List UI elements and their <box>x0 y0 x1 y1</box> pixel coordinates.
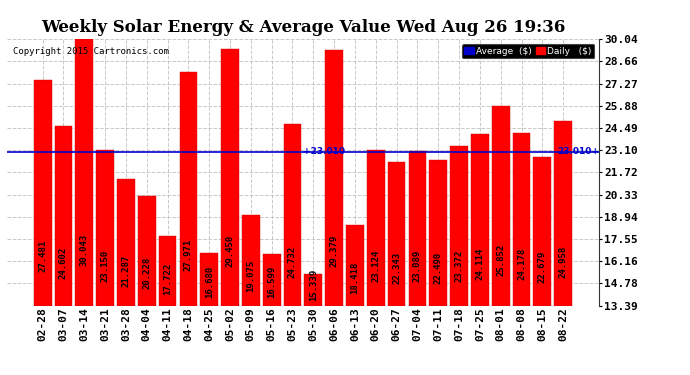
Text: 24.178: 24.178 <box>517 248 526 280</box>
Bar <box>97 150 114 306</box>
Bar <box>221 49 239 306</box>
Text: 25.852: 25.852 <box>496 243 505 276</box>
Bar <box>304 274 322 306</box>
Text: 21.287: 21.287 <box>121 254 130 286</box>
Text: 22.679: 22.679 <box>538 251 547 284</box>
Text: 29.450: 29.450 <box>226 235 235 267</box>
Text: 24.114: 24.114 <box>475 248 484 280</box>
Text: 16.599: 16.599 <box>267 266 276 298</box>
Text: 27.481: 27.481 <box>38 240 47 272</box>
Text: 19.075: 19.075 <box>246 260 255 292</box>
Text: 30.043: 30.043 <box>80 233 89 266</box>
Bar <box>429 160 447 306</box>
Bar <box>513 133 531 306</box>
Bar <box>200 253 218 306</box>
Text: 24.732: 24.732 <box>288 246 297 278</box>
Bar <box>117 179 135 306</box>
Text: 22.490: 22.490 <box>434 252 443 284</box>
Bar <box>492 106 509 306</box>
Text: 23.372: 23.372 <box>455 249 464 282</box>
Bar <box>159 236 177 306</box>
Legend: Average  ($), Daily   ($): Average ($), Daily ($) <box>462 44 594 58</box>
Text: 24.602: 24.602 <box>59 246 68 279</box>
Text: 17.722: 17.722 <box>163 263 172 295</box>
Text: 23.150: 23.150 <box>101 250 110 282</box>
Bar <box>367 150 384 306</box>
Bar <box>325 50 343 306</box>
Bar <box>55 126 72 306</box>
Text: 29.379: 29.379 <box>330 235 339 267</box>
Bar <box>408 150 426 306</box>
Text: 27.971: 27.971 <box>184 238 193 271</box>
Bar <box>179 72 197 306</box>
Bar <box>138 196 156 306</box>
Text: 20.228: 20.228 <box>142 257 151 289</box>
Text: 18.418: 18.418 <box>351 261 359 294</box>
Text: 15.339: 15.339 <box>309 269 318 301</box>
Text: 23.010+: 23.010+ <box>557 147 599 156</box>
Text: +23.010: +23.010 <box>303 147 345 156</box>
Text: 24.958: 24.958 <box>559 246 568 278</box>
Text: 22.343: 22.343 <box>392 252 401 284</box>
Title: Weekly Solar Energy & Average Value Wed Aug 26 19:36: Weekly Solar Energy & Average Value Wed … <box>41 20 565 36</box>
Bar <box>34 80 52 306</box>
Bar <box>263 254 281 306</box>
Bar <box>450 146 468 306</box>
Bar <box>242 215 259 306</box>
Bar <box>346 225 364 306</box>
Bar <box>533 157 551 306</box>
Bar <box>75 39 93 306</box>
Bar <box>554 121 572 306</box>
Bar <box>284 124 302 306</box>
Text: 16.680: 16.680 <box>205 266 214 298</box>
Text: Copyright 2015 Cartronics.com: Copyright 2015 Cartronics.com <box>13 47 168 56</box>
Text: 23.124: 23.124 <box>371 250 380 282</box>
Bar <box>388 162 406 306</box>
Bar <box>471 134 489 306</box>
Text: 23.089: 23.089 <box>413 250 422 282</box>
